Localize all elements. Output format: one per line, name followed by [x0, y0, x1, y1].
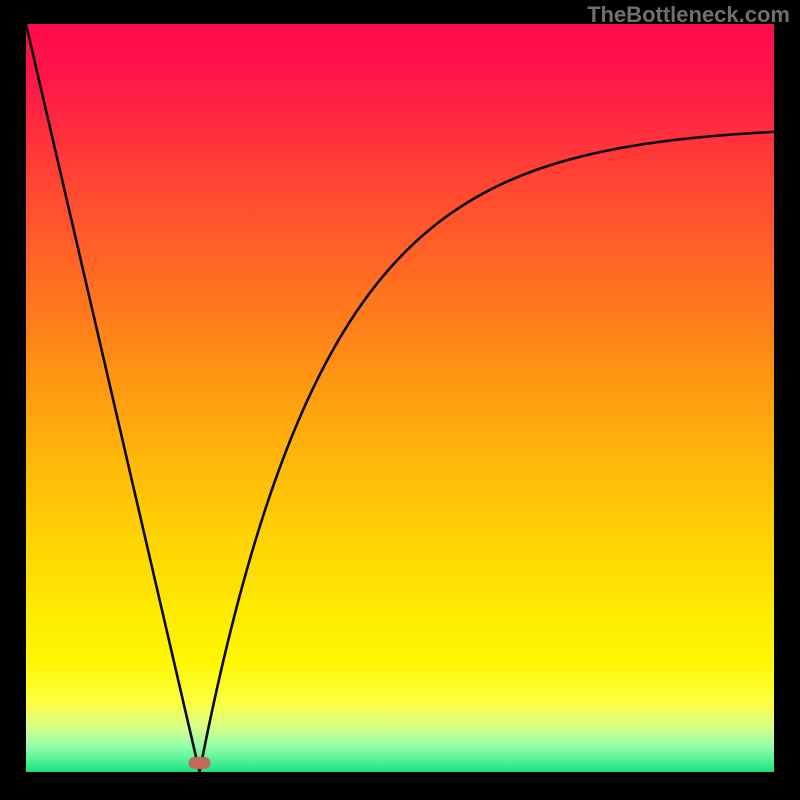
optimal-marker	[189, 757, 211, 769]
chart-container: TheBottleneck.com	[0, 0, 800, 800]
bottleneck-plot	[26, 24, 774, 772]
gradient-background	[26, 24, 774, 772]
watermark-text: TheBottleneck.com	[587, 2, 790, 28]
